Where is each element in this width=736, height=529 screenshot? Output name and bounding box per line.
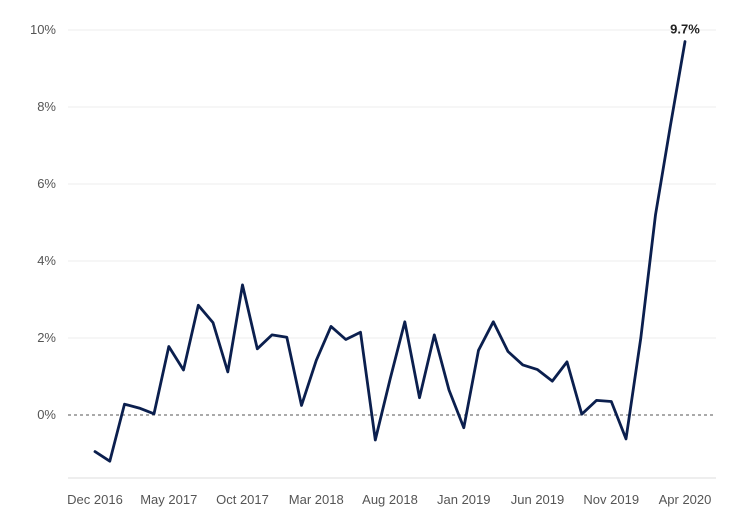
data-point [536,368,539,371]
data-point [330,325,333,328]
data-point [492,320,495,323]
y-tick-label: 8% [37,99,56,114]
data-point [507,350,510,353]
data-point [462,426,465,429]
data-point [108,460,111,463]
data-point [551,380,554,383]
gridlines [68,29,716,416]
data-point [566,360,569,363]
data-point [595,399,598,402]
data-point [359,331,362,334]
data-point [226,370,229,373]
data-point [212,321,215,324]
data-point [197,304,200,307]
data-point [182,369,185,372]
x-tick-label: Dec 2016 [67,492,123,507]
data-point [94,450,97,453]
data-point [256,347,259,350]
data-point [285,336,288,339]
data-point [271,334,274,337]
data-point [684,40,687,43]
data-point [669,125,672,128]
series-layer [93,40,687,463]
data-point [521,364,524,367]
data-point [448,389,451,392]
x-tick-label: Oct 2017 [216,492,269,507]
data-point [433,334,436,337]
data-point [374,439,377,442]
data-point [315,359,318,362]
data-point [344,338,347,341]
data-labels: 9.7% [670,22,700,37]
data-point [625,437,628,440]
x-tick-label: Jun 2019 [511,492,565,507]
x-tick-label: Nov 2019 [583,492,639,507]
y-axis: 0% 2% 4% 6% 8% 10% [30,22,56,422]
x-tick-label: May 2017 [140,492,197,507]
end-value-label: 9.7% [670,22,700,37]
x-axis: Dec 2016 May 2017 Oct 2017 Mar 2018 Aug 2018… [67,477,716,507]
data-point [153,412,156,415]
y-tick-label: 6% [37,176,56,191]
data-point [300,404,303,407]
data-point [241,283,244,286]
data-point [138,407,141,410]
series-line [93,40,687,463]
data-point [418,396,421,399]
data-point [167,345,170,348]
x-tick-label: Jan 2019 [437,492,491,507]
y-tick-label: 10% [30,22,56,37]
data-point [477,349,480,352]
data-point [389,378,392,381]
data-point [639,337,642,340]
y-tick-label: 4% [37,253,56,268]
y-tick-label: 2% [37,330,56,345]
x-tick-label: Apr 2020 [659,492,712,507]
data-point [580,413,583,416]
data-point [403,320,406,323]
data-point [123,403,126,406]
data-point [610,400,613,403]
x-tick-label: Mar 2018 [289,492,344,507]
x-tick-label: Aug 2018 [362,492,418,507]
y-tick-label: 0% [37,407,56,422]
data-point [654,213,657,216]
